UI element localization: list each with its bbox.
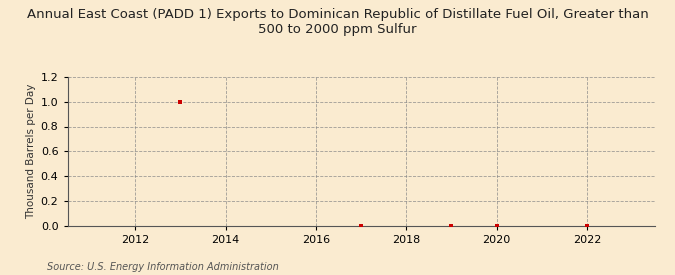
- Point: [491, 223, 502, 228]
- Point: [175, 100, 186, 104]
- Point: [582, 223, 593, 228]
- Text: Source: U.S. Energy Information Administration: Source: U.S. Energy Information Administ…: [47, 262, 279, 272]
- Point: [446, 223, 457, 228]
- Text: Annual East Coast (PADD 1) Exports to Dominican Republic of Distillate Fuel Oil,: Annual East Coast (PADD 1) Exports to Do…: [26, 8, 649, 36]
- Y-axis label: Thousand Barrels per Day: Thousand Barrels per Day: [26, 84, 36, 219]
- Point: [356, 223, 367, 228]
